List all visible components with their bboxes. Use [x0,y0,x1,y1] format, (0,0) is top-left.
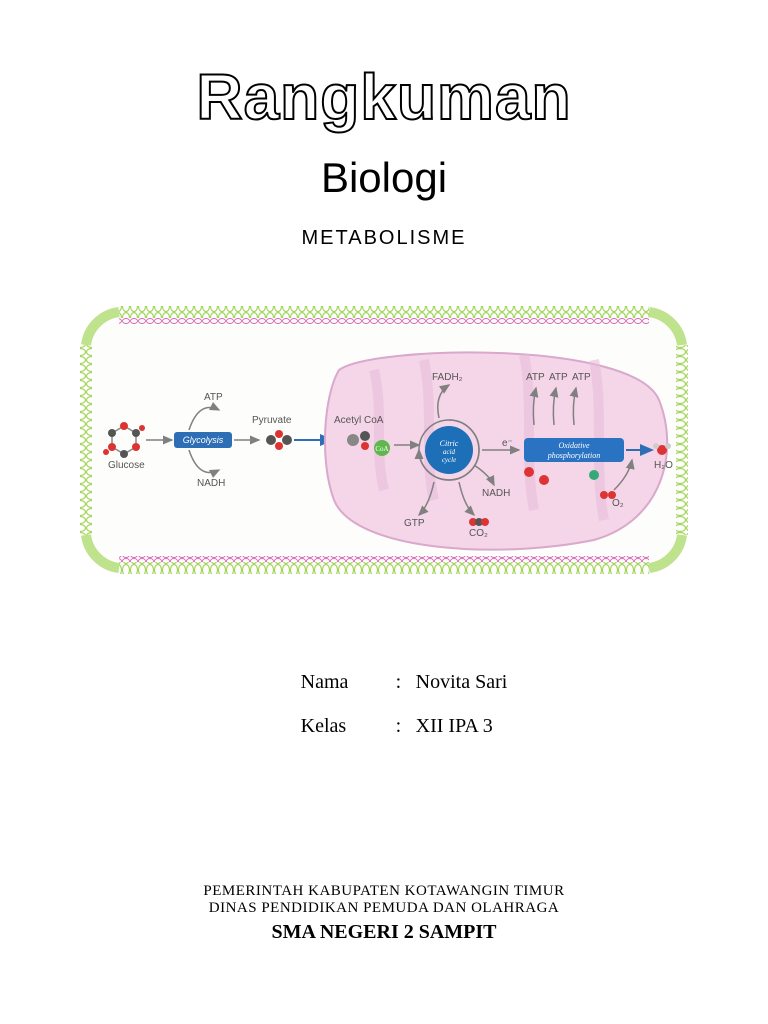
label-nadh2: NADH [482,488,510,499]
label-atp3: ATP [549,372,568,383]
class-label: Kelas [301,704,396,748]
footer-line1: PEMERINTAH KABUPATEN KOTAWANGIN TIMUR [203,883,564,900]
footer: PEMERINTAH KABUPATEN KOTAWANGIN TIMUR DI… [203,883,564,944]
page-subtitle: Biologi [321,154,447,202]
label-o2: O₂ [612,498,624,509]
label-eminus: e⁻ [502,438,513,449]
label-gtp: GTP [404,518,425,529]
svg-text:Citric: Citric [440,439,459,448]
name-value: Novita Sari [416,660,508,704]
colon: : [396,704,416,748]
label-atp2: ATP [526,372,545,383]
label-glucose: Glucose [108,460,145,471]
footer-school: SMA NEGERI 2 SAMPIT [203,921,564,944]
class-value: XII IPA 3 [416,704,493,748]
svg-text:cycle: cycle [442,456,456,464]
svg-text:CoA: CoA [375,445,388,453]
student-info: Nama : Novita Sari Kelas : XII IPA 3 [261,660,508,748]
footer-line2: DINAS PENDIDIKAN PEMUDA DAN OLAHRAGA [203,900,564,917]
name-label: Nama [301,660,396,704]
svg-text:phosphorylation: phosphorylation [547,451,600,460]
page-topic: METABOLISME [302,227,467,250]
page-title-outline: Rangkuman [196,60,571,134]
colon: : [396,660,416,704]
svg-text:acid: acid [443,448,456,456]
label-acetyl: Acetyl CoA [334,415,383,426]
svg-text:Oxidative: Oxidative [558,441,590,450]
label-atp: ATP [204,392,223,403]
label-nadh: NADH [197,478,225,489]
svg-text:Glycolysis: Glycolysis [183,435,224,445]
label-atp4: ATP [572,372,591,383]
metabolism-diagram: Glycolysis [74,300,694,580]
label-fadh2: FADH₂ [432,372,463,383]
label-pyruvate: Pyruvate [252,415,291,426]
label-h2o: H₂O [654,460,673,471]
document-page: Rangkuman Biologi METABOLISME [0,0,768,1024]
label-co2: CO₂ [469,528,488,539]
